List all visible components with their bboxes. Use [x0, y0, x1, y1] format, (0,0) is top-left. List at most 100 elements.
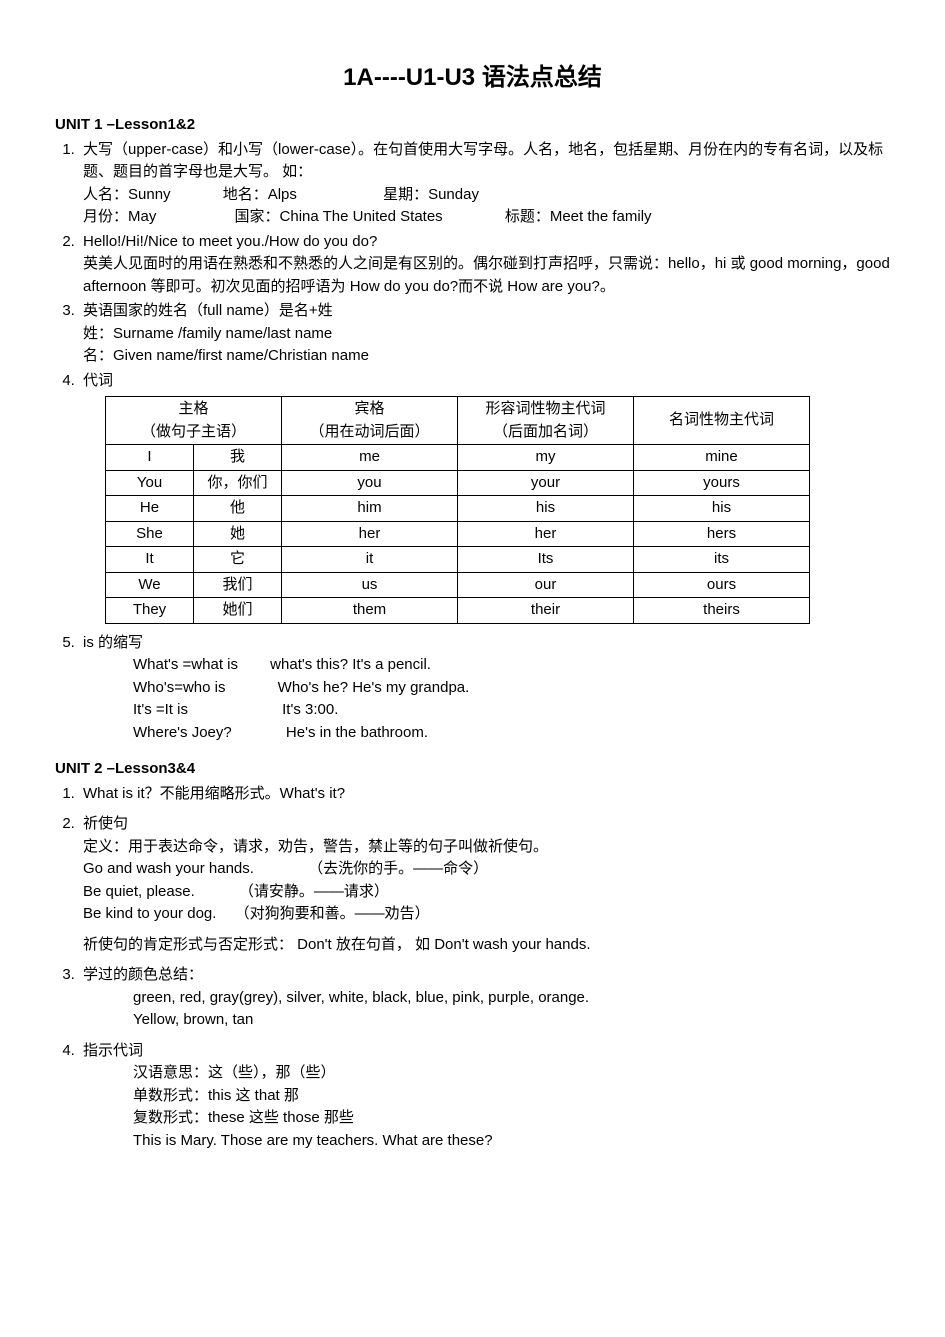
pronoun-table: 主格 （做句子主语） 宾格 （用在动词后面） 形容词性物主代词 （后面加名词） … — [105, 396, 810, 624]
cell-obj: them — [282, 598, 458, 624]
table-row: We我们usourours — [106, 572, 810, 598]
cell-adj: his — [458, 496, 634, 522]
cell-obj: it — [282, 547, 458, 573]
u1-i5-r1a: What's =what is — [133, 656, 238, 673]
table-row: I我memymine — [106, 445, 810, 471]
u1-item4: 代词 主格 （做句子主语） 宾格 （用在动词后面） 形容词性物主代词 （后面加名… — [79, 370, 890, 624]
u1-item3: 英语国家的姓名（full name）是名+姓 姓：Surname /family… — [79, 300, 890, 368]
u2-i2-ex2b: （请安静。——请求） — [239, 883, 389, 900]
cell-adj: her — [458, 521, 634, 547]
cell-subj-cn: 我 — [194, 445, 282, 471]
cell-obj: him — [282, 496, 458, 522]
u2-i1: What is it？不能用缩略形式。What's it? — [83, 785, 345, 802]
cell-obj: her — [282, 521, 458, 547]
u2-i2-def: 定义：用于表达命令，请求，劝告，警告，禁止等的句子叫做祈使句。 — [83, 838, 548, 855]
u1-i1-l3c: 标题：Meet the family — [505, 208, 652, 225]
u1-i1-line3: 月份：May 国家：China The United States 标题：Mee… — [83, 208, 652, 225]
unit1-list: 大写（upper-case）和小写（lower-case）。在句首使用大写字母。… — [55, 139, 890, 745]
u2-i2-ex3a: Be kind to your dog. — [83, 905, 216, 922]
u1-i2-l2: 英美人见面时的用语在熟悉和不熟悉的人之间是有区别的。偶尔碰到打声招呼，只需说：h… — [83, 255, 890, 295]
cell-obj: me — [282, 445, 458, 471]
cell-noun: ours — [634, 572, 810, 598]
cell-subj-cn: 她 — [194, 521, 282, 547]
cell-subj-en: It — [106, 547, 194, 573]
cell-subj-en: We — [106, 572, 194, 598]
th3a: 形容词性物主代词 — [485, 400, 605, 417]
cell-subj-en: She — [106, 521, 194, 547]
u2-i4-label: 指示代词 — [83, 1042, 143, 1059]
u2-i4-l3: 复数形式：these 这些 those 那些 — [133, 1109, 354, 1126]
u2-i3-label: 学过的颜色总结： — [83, 966, 203, 983]
cell-adj: our — [458, 572, 634, 598]
page-title: 1A----U1-U3 语法点总结 — [55, 60, 890, 96]
th3b: （后面加名词） — [493, 423, 598, 440]
u1-i5-r2a: Who's=who is — [133, 679, 225, 696]
u2-i2-note: 祈使句的肯定形式与否定形式： Don't 放在句首， 如 Don't wash … — [83, 934, 890, 957]
cell-noun: hers — [634, 521, 810, 547]
unit2-header: UNIT 2 –Lesson3&4 — [55, 758, 890, 781]
u1-i5-r4a: Where's Joey? — [133, 724, 232, 741]
u1-i1-line2: 人名：Sunny 地名：Alps 星期：Sunday — [83, 186, 479, 203]
u1-i1-l3a: 月份：May — [83, 208, 156, 225]
th4a: 名词性物主代词 — [669, 411, 774, 428]
cell-subj-cn: 我们 — [194, 572, 282, 598]
table-header-row: 主格 （做句子主语） 宾格 （用在动词后面） 形容词性物主代词 （后面加名词） … — [106, 397, 810, 445]
u2-i2-ex1a: Go and wash your hands. — [83, 860, 254, 877]
th4: 名词性物主代词 — [634, 397, 810, 445]
cell-adj: Its — [458, 547, 634, 573]
u1-i3-l3: 名：Given name/first name/Christian name — [83, 347, 369, 364]
u2-i3-l1: green, red, gray(grey), silver, white, b… — [133, 989, 589, 1006]
table-row: She她herherhers — [106, 521, 810, 547]
u2-item1: What is it？不能用缩略形式。What's it? — [79, 783, 890, 806]
u1-i5-r4b: He's in the bathroom. — [286, 724, 428, 741]
u1-i5-r3b: It's 3:00. — [282, 701, 338, 718]
cell-subj-cn: 你，你们 — [194, 470, 282, 496]
table-row: It它itItsits — [106, 547, 810, 573]
unit1-header: UNIT 1 –Lesson1&2 — [55, 114, 890, 137]
u1-i1-l2b: 地名：Alps — [223, 186, 297, 203]
cell-noun: his — [634, 496, 810, 522]
cell-subj-en: You — [106, 470, 194, 496]
u2-i2-label: 祈使句 — [83, 815, 128, 832]
u2-item2: 祈使句 定义：用于表达命令，请求，劝告，警告，禁止等的句子叫做祈使句。 Go a… — [79, 813, 890, 956]
cell-subj-cn: 它 — [194, 547, 282, 573]
cell-subj-en: He — [106, 496, 194, 522]
u1-i5-body: What's =what is what's this? It's a penc… — [133, 654, 890, 744]
u1-i1-l3b: 国家：China The United States — [235, 208, 443, 225]
u1-i1-l2a: 人名：Sunny — [83, 186, 171, 203]
cell-noun: its — [634, 547, 810, 573]
th1: 主格 （做句子主语） — [106, 397, 282, 445]
u1-i5-r3a: It's =It is — [133, 701, 188, 718]
cell-obj: us — [282, 572, 458, 598]
u2-item3: 学过的颜色总结： green, red, gray(grey), silver,… — [79, 964, 890, 1032]
cell-noun: theirs — [634, 598, 810, 624]
u1-i3-l2: 姓：Surname /family name/last name — [83, 325, 332, 342]
cell-subj-cn: 她们 — [194, 598, 282, 624]
th2b: （用在动词后面） — [309, 423, 429, 440]
th3: 形容词性物主代词 （后面加名词） — [458, 397, 634, 445]
unit2-list: What is it？不能用缩略形式。What's it? 祈使句 定义：用于表… — [55, 783, 890, 1153]
u2-i2-ex2a: Be quiet, please. — [83, 883, 195, 900]
u2-i4-body: 汉语意思：这（些），那（些） 单数形式：this 这 that 那 复数形式：t… — [133, 1062, 890, 1152]
u2-i3-body: green, red, gray(grey), silver, white, b… — [133, 987, 890, 1032]
cell-obj: you — [282, 470, 458, 496]
u2-item4: 指示代词 汉语意思：这（些），那（些） 单数形式：this 这 that 那 复… — [79, 1040, 890, 1153]
u2-i4-l4: This is Mary. Those are my teachers. Wha… — [133, 1132, 493, 1149]
table-row: They她们themtheirtheirs — [106, 598, 810, 624]
u1-item5: is 的缩写 What's =what is what's this? It's… — [79, 632, 890, 745]
cell-adj: their — [458, 598, 634, 624]
u2-i4-l1: 汉语意思：这（些），那（些） — [133, 1064, 336, 1081]
th1b: （做句子主语） — [141, 423, 246, 440]
cell-adj: my — [458, 445, 634, 471]
cell-noun: yours — [634, 470, 810, 496]
u2-i3-l2: Yellow, brown, tan — [133, 1011, 253, 1028]
cell-subj-cn: 他 — [194, 496, 282, 522]
u1-i5-label: is 的缩写 — [83, 634, 143, 651]
u1-i3-l1: 英语国家的姓名（full name）是名+姓 — [83, 302, 333, 319]
u2-i2-ex1b: （去洗你的手。——命令） — [308, 860, 488, 877]
u2-i2-ex3b: （对狗狗要和善。——劝告） — [235, 905, 430, 922]
th1a: 主格 — [178, 400, 208, 417]
u1-i5-r2b: Who's he? He's my grandpa. — [278, 679, 470, 696]
u1-i5-r1b: what's this? It's a pencil. — [270, 656, 431, 673]
table-row: You你，你们youyouryours — [106, 470, 810, 496]
